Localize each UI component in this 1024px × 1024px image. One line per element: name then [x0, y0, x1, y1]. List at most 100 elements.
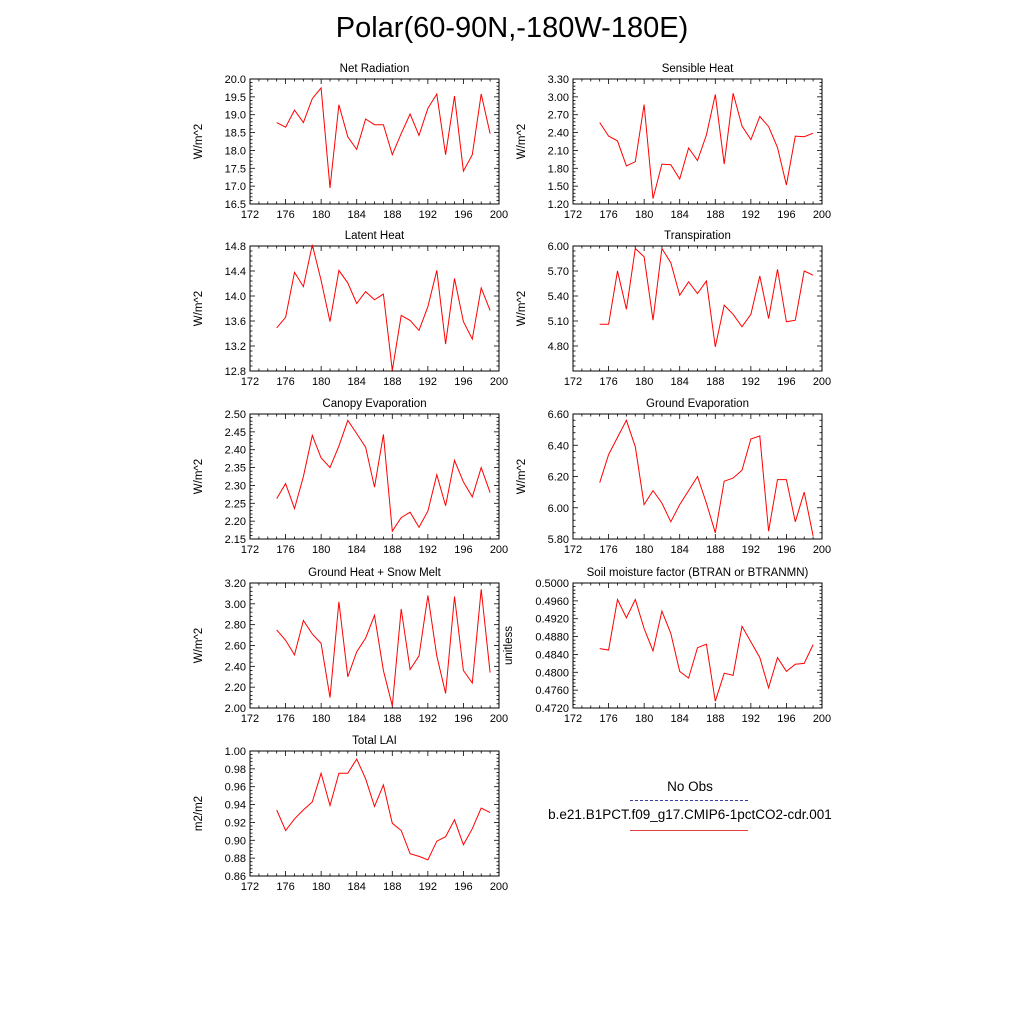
panel-title: Total LAI	[352, 735, 397, 747]
data-point	[303, 476, 304, 477]
x-tick-label: 188	[383, 881, 401, 893]
data-point	[697, 476, 698, 477]
y-axis-label: W/m^2	[516, 124, 528, 159]
data-point	[742, 326, 743, 327]
x-tick-label: 180	[312, 544, 330, 556]
data-point	[374, 806, 375, 807]
chart-latent-heat: 172 176 180 184 188 192 196 200 12.8 13.2 13.6 14.0…	[193, 230, 508, 388]
data-point	[617, 271, 618, 272]
y-tick-label: 2.20	[225, 682, 246, 694]
series-line	[599, 419, 814, 536]
x-tick-label: 192	[419, 713, 437, 725]
y-tick-label: 0.98	[225, 764, 246, 776]
y-tick-label: 18.5	[225, 128, 246, 140]
data-point	[804, 136, 805, 137]
y-axis-label: m2/m2	[193, 796, 205, 831]
data-point	[338, 446, 339, 447]
data-point	[338, 601, 339, 602]
data-point	[661, 248, 662, 249]
data-point	[294, 654, 295, 655]
series-line	[276, 86, 491, 188]
plot-frame	[249, 78, 500, 205]
x-tick-label: 180	[635, 713, 653, 725]
data-point	[599, 648, 600, 649]
data-point	[276, 327, 277, 328]
data-point	[330, 187, 331, 188]
data-point	[697, 160, 698, 161]
data-point	[294, 818, 295, 819]
y-tick-label: 1.50	[548, 181, 569, 193]
data-point	[445, 836, 446, 837]
x-tick-label: 184	[348, 209, 366, 221]
y-tick-label: 5.80	[548, 534, 569, 546]
data-point	[312, 634, 313, 635]
x-tick-label: 200	[490, 209, 508, 221]
data-point	[813, 133, 814, 134]
data-point	[463, 321, 464, 322]
data-point	[715, 532, 716, 533]
data-point	[312, 435, 313, 436]
y-tick-label: 6.20	[548, 472, 569, 484]
data-point	[653, 650, 654, 651]
y-tick-label: 0.86	[225, 871, 246, 883]
series-line	[599, 247, 814, 347]
data-point	[463, 670, 464, 671]
x-tick-label: 172	[564, 544, 582, 556]
data-point	[436, 841, 437, 842]
y-tick-label: 2.40	[225, 445, 246, 457]
chart-net-radiation: 172 176 180 184 188 192 196 200 16.5 17.0 17.5 18.0…	[193, 63, 508, 221]
data-point	[365, 119, 366, 120]
data-point	[490, 672, 491, 673]
chart-soil-moisture-factor: 172 176 180 184 188 192 196 200 0.4720 0.4760 0.48…	[503, 567, 831, 725]
data-point	[374, 487, 375, 488]
x-tick-label: 188	[383, 376, 401, 388]
data-point	[768, 126, 769, 127]
data-point	[724, 673, 725, 674]
data-point	[644, 104, 645, 105]
legend: No Obs b.e21.B1PCT.f09_g17.CMIP6-1pctCO2…	[530, 775, 850, 845]
data-point	[688, 490, 689, 491]
data-point	[410, 320, 411, 321]
data-point	[427, 595, 428, 596]
panel-title: Ground Heat + Snow Melt	[308, 567, 441, 579]
y-tick-label: 3.20	[225, 578, 246, 590]
x-tick-label: 192	[742, 376, 760, 388]
data-point	[635, 248, 636, 249]
data-point	[626, 617, 627, 618]
page-title: Polar(60-90N,-180W-180E)	[335, 12, 689, 44]
data-point	[347, 136, 348, 137]
y-tick-label: 2.30	[225, 480, 246, 492]
x-tick-label: 196	[454, 881, 472, 893]
y-tick-label: 19.0	[225, 110, 246, 122]
x-tick-label: 200	[490, 881, 508, 893]
data-point	[454, 96, 455, 97]
data-point	[410, 512, 411, 513]
y-axis-label: W/m^2	[516, 459, 528, 494]
data-point	[617, 599, 618, 600]
data-point	[454, 278, 455, 279]
y-axis-label: unitless	[503, 626, 515, 665]
data-point	[653, 198, 654, 199]
series-line	[276, 419, 491, 533]
data-point	[321, 643, 322, 644]
y-tick-label: 2.40	[225, 661, 246, 673]
data-point	[276, 498, 277, 499]
y-tick-label: 3.00	[548, 92, 569, 104]
data-point	[392, 370, 393, 371]
data-point	[321, 280, 322, 281]
x-tick-label: 200	[490, 713, 508, 725]
data-point	[490, 812, 491, 813]
x-tick-label: 188	[383, 544, 401, 556]
panel-title: Latent Heat	[345, 230, 405, 242]
data-point	[436, 270, 437, 271]
data-point	[733, 93, 734, 94]
data-point	[383, 124, 384, 125]
y-tick-label: 2.35	[225, 463, 246, 475]
data-point	[427, 511, 428, 512]
data-point	[330, 697, 331, 698]
data-point	[383, 670, 384, 671]
panel-title: Net Radiation	[340, 63, 410, 75]
x-tick-label: 196	[454, 544, 472, 556]
